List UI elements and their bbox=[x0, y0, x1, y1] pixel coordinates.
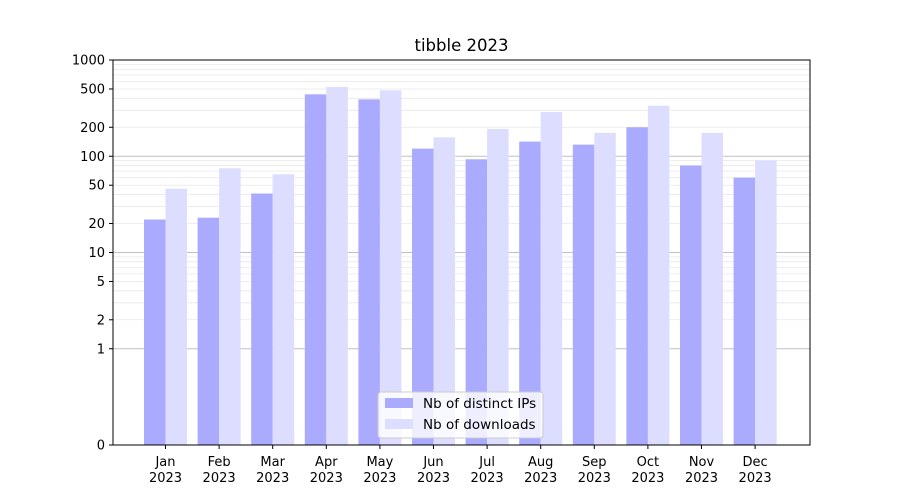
bar-downloads bbox=[379, 90, 402, 445]
bar-downloads bbox=[540, 112, 563, 445]
x-tick-label-year: 2023 bbox=[471, 471, 504, 486]
bar-ips bbox=[358, 99, 380, 445]
bar-ips bbox=[519, 141, 541, 446]
bar-downloads bbox=[326, 86, 348, 446]
y-tick-label: 10 bbox=[88, 246, 105, 261]
x-tick-label-year: 2023 bbox=[310, 471, 343, 486]
y-tick-label: 1 bbox=[97, 342, 105, 357]
bar-ips bbox=[465, 159, 488, 446]
x-tick-label-month: Feb bbox=[208, 455, 231, 470]
y-tick-label: 20 bbox=[88, 217, 105, 232]
y-tick-label: 100 bbox=[80, 150, 105, 165]
x-tick-label-year: 2023 bbox=[685, 471, 718, 486]
bars-layer bbox=[144, 86, 777, 446]
x-tick-label-year: 2023 bbox=[149, 471, 182, 486]
bar-ips bbox=[680, 165, 702, 446]
bar-ips bbox=[251, 193, 273, 445]
x-tick-label-year: 2023 bbox=[578, 471, 611, 486]
y-tick-label: 50 bbox=[88, 179, 105, 194]
x-tick-label-month: Jan bbox=[154, 455, 175, 470]
x-tick-label-month: Dec bbox=[743, 455, 768, 470]
y-tick-label: 500 bbox=[80, 82, 105, 97]
y-tick-label: 0 bbox=[97, 439, 105, 454]
y-tick-label: 5 bbox=[97, 275, 105, 290]
bar-ips bbox=[144, 219, 166, 445]
bar-ips bbox=[197, 217, 220, 445]
x-tick-label-year: 2023 bbox=[524, 471, 557, 486]
x-tick-label-month: May bbox=[366, 455, 393, 470]
x-tick-label-month: Sep bbox=[582, 455, 607, 470]
bar-downloads bbox=[433, 137, 455, 445]
legend-label-ips: Nb of distinct IPs bbox=[423, 396, 536, 412]
x-tick-label-month: Apr bbox=[315, 455, 338, 470]
x-tick-label-month: Aug bbox=[528, 455, 553, 470]
x-tick-label-month: Oct bbox=[637, 455, 659, 470]
chart-title: tibble 2023 bbox=[415, 36, 509, 55]
x-tick-label-month: Mar bbox=[260, 455, 285, 470]
bar-ips bbox=[304, 94, 327, 445]
bar-downloads bbox=[272, 174, 295, 446]
bar-downloads bbox=[647, 105, 670, 445]
legend: Nb of distinct IPs Nb of downloads bbox=[377, 391, 544, 439]
legend-swatch-ips bbox=[385, 398, 413, 408]
bar-downloads bbox=[755, 160, 777, 445]
x-tick-label-year: 2023 bbox=[203, 471, 236, 486]
y-tick-label: 2 bbox=[97, 313, 105, 328]
bar-ips bbox=[733, 177, 756, 445]
bar-ips bbox=[412, 148, 434, 446]
legend-swatch-downloads bbox=[385, 419, 413, 429]
bar-downloads bbox=[487, 128, 509, 446]
y-tick-label: 1000 bbox=[72, 54, 105, 69]
x-tick-label-year: 2023 bbox=[256, 471, 289, 486]
x-tick-label-month: Jun bbox=[422, 455, 443, 470]
axes-layer: 01251020501002005001000Jan2023Feb2023Mar… bbox=[72, 54, 811, 486]
x-tick-label-month: Jul bbox=[478, 455, 495, 470]
bar-downloads bbox=[701, 132, 723, 445]
x-tick-label-year: 2023 bbox=[631, 471, 664, 486]
bar-ips bbox=[572, 144, 595, 445]
bar-downloads bbox=[165, 188, 187, 445]
x-tick-label-year: 2023 bbox=[417, 471, 450, 486]
legend-label-downloads: Nb of downloads bbox=[423, 417, 536, 433]
x-tick-label-year: 2023 bbox=[363, 471, 396, 486]
y-tick-label: 200 bbox=[80, 121, 105, 136]
bar-ips bbox=[626, 127, 648, 445]
legend-frame bbox=[377, 391, 544, 439]
x-tick-label-year: 2023 bbox=[739, 471, 772, 486]
bar-downloads bbox=[594, 132, 616, 445]
bar-downloads bbox=[219, 168, 241, 445]
x-tick-label-month: Nov bbox=[689, 455, 715, 470]
